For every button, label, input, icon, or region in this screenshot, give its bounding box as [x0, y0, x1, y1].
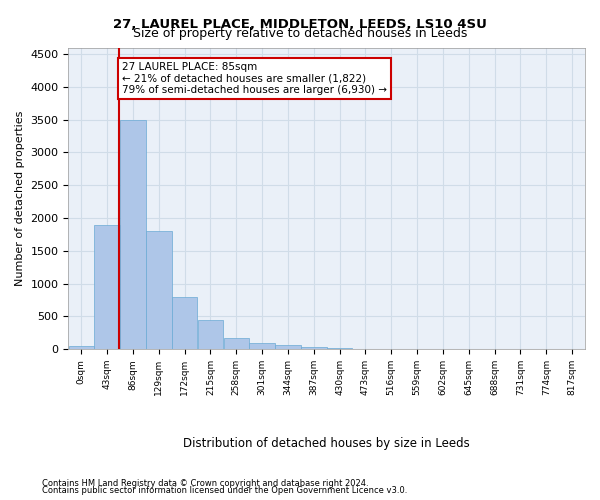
Text: 27, LAUREL PLACE, MIDDLETON, LEEDS, LS10 4SU: 27, LAUREL PLACE, MIDDLETON, LEEDS, LS10… — [113, 18, 487, 30]
Bar — [172, 297, 197, 349]
Y-axis label: Number of detached properties: Number of detached properties — [15, 110, 25, 286]
Bar — [146, 231, 172, 349]
Text: Size of property relative to detached houses in Leeds: Size of property relative to detached ho… — [133, 28, 467, 40]
Text: Contains HM Land Registry data © Crown copyright and database right 2024.: Contains HM Land Registry data © Crown c… — [42, 478, 368, 488]
X-axis label: Distribution of detached houses by size in Leeds: Distribution of detached houses by size … — [184, 437, 470, 450]
Bar — [327, 348, 352, 349]
Bar — [94, 224, 120, 349]
Text: Contains public sector information licensed under the Open Government Licence v3: Contains public sector information licen… — [42, 486, 407, 495]
Bar — [250, 342, 275, 349]
Bar — [120, 120, 146, 349]
Text: 27 LAUREL PLACE: 85sqm
← 21% of detached houses are smaller (1,822)
79% of semi-: 27 LAUREL PLACE: 85sqm ← 21% of detached… — [122, 62, 387, 95]
Bar — [301, 346, 326, 349]
Bar — [353, 348, 378, 349]
Bar — [224, 338, 249, 349]
Bar — [68, 346, 94, 349]
Bar — [198, 320, 223, 349]
Bar — [275, 345, 301, 349]
